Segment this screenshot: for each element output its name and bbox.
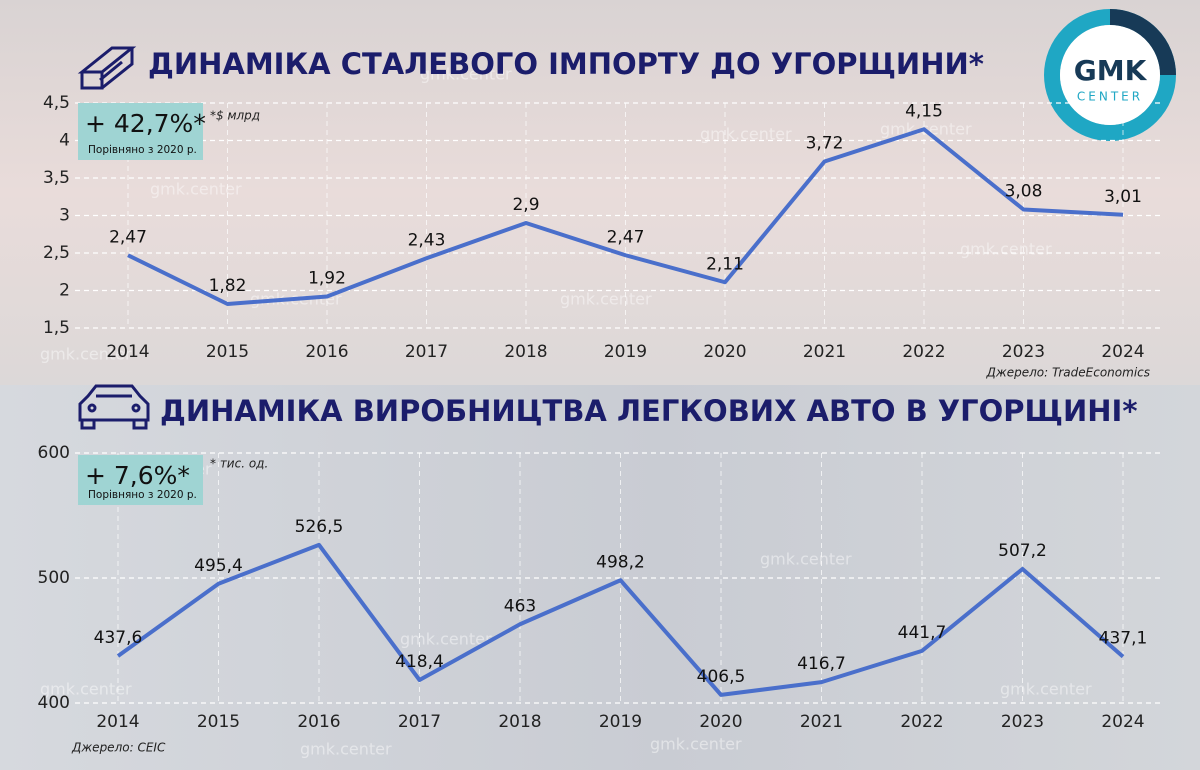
car-icon <box>78 384 150 430</box>
x-tick-label: 2023 <box>1001 712 1044 732</box>
x-tick-label: 2018 <box>504 342 547 362</box>
y-tick-label: 600 <box>38 443 70 463</box>
watermark: gmk.center <box>420 65 512 84</box>
x-tick-label: 2019 <box>604 342 647 362</box>
x-tick-label: 2024 <box>1101 712 1144 732</box>
badge-note: Порівняно з 2020 р. <box>88 144 197 156</box>
data-label: 1,82 <box>209 276 247 296</box>
x-tick-label: 2021 <box>800 712 843 732</box>
x-tick-label: 2024 <box>1101 342 1144 362</box>
x-tick-label: 2017 <box>398 712 441 732</box>
data-label: 418,4 <box>395 652 444 672</box>
chart-title: ДИНАМІКА СТАЛЕВОГО ІМПОРТУ ДО УГОРЩИНИ* <box>148 47 984 81</box>
data-label: 2,47 <box>109 227 147 247</box>
logo: GMK CENTER <box>1044 9 1176 141</box>
x-tick-label: 2014 <box>96 712 139 732</box>
chart-title: ДИНАМІКА ВИРОБНИЦТВА ЛЕГКОВИХ АВТО В УГО… <box>160 394 1138 428</box>
watermark: gmk.center <box>400 630 492 649</box>
data-label: 416,7 <box>797 654 846 674</box>
data-label: 2,47 <box>607 227 645 247</box>
watermark: gmk.center <box>960 240 1052 259</box>
data-line <box>116 542 1125 697</box>
data-line <box>127 127 1124 306</box>
data-label: 2,43 <box>408 230 446 250</box>
data-label: 4,15 <box>905 101 943 121</box>
data-label: 437,1 <box>1099 629 1148 649</box>
watermark: gmk.center <box>150 180 242 199</box>
source: Джерело: CEIC <box>71 741 166 755</box>
data-label: 406,5 <box>697 667 746 687</box>
data-label: 3,08 <box>1005 182 1043 202</box>
watermark: gmk.center <box>300 740 392 759</box>
badge-value: + 7,6%* <box>85 461 190 490</box>
data-label: 495,4 <box>194 556 243 576</box>
data-label: 437,6 <box>94 628 143 648</box>
x-tick-label: 2016 <box>305 342 348 362</box>
data-label: 507,2 <box>998 541 1047 561</box>
y-tick-label: 3 <box>59 206 70 226</box>
data-label: 463 <box>504 596 536 616</box>
watermark: gmk.center <box>700 125 792 144</box>
y-tick-label: 2,5 <box>43 243 70 263</box>
watermark: gmk.center <box>1000 680 1092 699</box>
watermark: gmk.center <box>760 550 852 569</box>
y-tick-label: 4 <box>59 131 70 151</box>
badge-box <box>78 103 203 160</box>
badge-value: + 42,7%* <box>85 109 206 138</box>
x-tick-label: 2020 <box>699 712 742 732</box>
x-tick-label: 2019 <box>599 712 642 732</box>
x-tick-label: 2022 <box>900 712 943 732</box>
badge-box <box>78 455 203 505</box>
y-tick-label: 2 <box>59 281 70 301</box>
x-tick-label: 2015 <box>206 342 249 362</box>
x-tick-label: 2015 <box>197 712 240 732</box>
x-tick-label: 2020 <box>703 342 746 362</box>
x-tick-label: 2016 <box>297 712 340 732</box>
x-tick-label: 2021 <box>803 342 846 362</box>
data-label: 2,9 <box>512 195 539 215</box>
data-label: 3,01 <box>1104 187 1142 207</box>
data-label: 2,11 <box>706 254 744 274</box>
x-tick-label: 2017 <box>405 342 448 362</box>
y-tick-label: 1,5 <box>43 318 70 338</box>
x-tick-label: 2014 <box>106 342 149 362</box>
unit-note: *$ млрд <box>210 109 260 123</box>
x-tick-label: 2018 <box>498 712 541 732</box>
y-tick-label: 3,5 <box>43 168 70 188</box>
watermark: gmk.center <box>40 345 132 364</box>
y-tick-label: 500 <box>38 568 70 588</box>
unit-note: * тис. од. <box>210 457 268 471</box>
badge-note: Порівняно з 2020 р. <box>88 489 197 501</box>
x-tick-label: 2023 <box>1002 342 1045 362</box>
logo-bottom: CENTER <box>1077 90 1143 104</box>
watermark: gmk.center <box>560 290 652 309</box>
steel-icon <box>77 46 137 90</box>
y-tick-label: 400 <box>38 693 70 713</box>
x-tick-label: 2022 <box>902 342 945 362</box>
data-label: 498,2 <box>596 552 645 572</box>
data-label: 441,7 <box>898 623 947 643</box>
data-label: 526,5 <box>295 517 344 537</box>
watermark: gmk.center <box>40 680 132 699</box>
data-label: 3,72 <box>806 134 844 154</box>
data-label: 1,92 <box>308 269 346 289</box>
source: Джерело: TradeEconomics <box>986 366 1150 380</box>
y-tick-label: 4,5 <box>43 93 70 113</box>
watermark: gmk.center <box>650 735 742 754</box>
logo-top: GMK <box>1074 54 1148 87</box>
